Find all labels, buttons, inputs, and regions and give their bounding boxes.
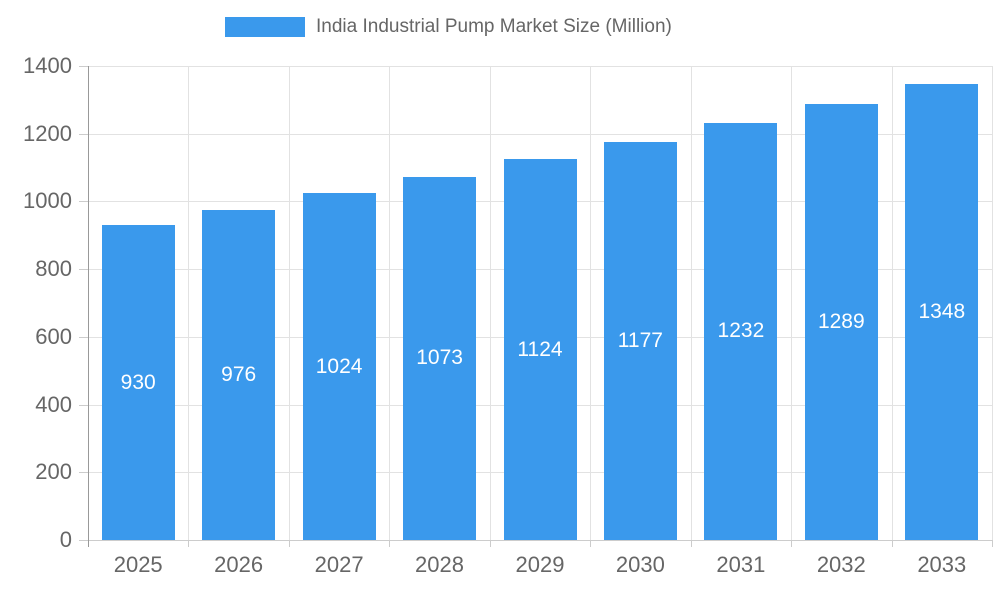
y-axis-tick — [79, 405, 88, 406]
x-axis-category-label: 2032 — [816, 552, 866, 577]
y-axis-tick — [79, 134, 88, 135]
bar-value-label: 930 — [120, 370, 156, 394]
x-axis-category-label: 2027 — [314, 552, 364, 577]
x-axis-category-label: 2026 — [214, 552, 264, 577]
gridline-v — [892, 66, 893, 540]
bar-value-label: 1232 — [717, 319, 765, 343]
gridline-v — [992, 66, 993, 540]
legend-label: India Industrial Pump Market Size (Milli… — [316, 16, 672, 37]
bar-2029[interactable] — [503, 159, 577, 540]
y-axis-tick-label: 400 — [35, 392, 72, 417]
bar-2031[interactable] — [704, 122, 778, 540]
y-axis-tick — [79, 540, 88, 541]
bar-value-label: 1348 — [918, 299, 966, 323]
bar-2027[interactable] — [302, 193, 376, 540]
gridline-h — [88, 66, 992, 67]
plot-area: 0 200 400 600 800 1000 1200 1400 930 976 1024 1073 1… — [23, 54, 993, 577]
x-axis-tick — [691, 540, 692, 547]
bar-value-label: 1124 — [517, 337, 563, 361]
bar-2028[interactable] — [403, 176, 477, 540]
y-axis-tick-label: 1200 — [23, 121, 72, 146]
x-axis-tick — [389, 540, 390, 547]
bar-2026[interactable] — [202, 209, 276, 540]
y-axis-tick — [79, 201, 88, 202]
bar-2030[interactable] — [603, 141, 677, 540]
x-axis-category-label: 2029 — [515, 552, 565, 577]
bar-value-label: 1177 — [617, 328, 663, 352]
x-axis-tick — [791, 540, 792, 547]
bar-2025[interactable] — [101, 225, 175, 540]
x-axis-category-label: 2025 — [113, 552, 163, 577]
gridline-h — [88, 134, 992, 135]
gridline-v — [490, 66, 491, 540]
bar-2033[interactable] — [905, 83, 979, 540]
gridline-v — [289, 66, 290, 540]
x-axis-category-label: 2031 — [716, 552, 766, 577]
x-axis-tick — [892, 540, 893, 547]
bar-value-label: 976 — [221, 362, 257, 386]
gridline-h — [88, 540, 992, 541]
gridline-v — [188, 66, 189, 540]
y-axis-tick-label: 1400 — [23, 53, 72, 78]
y-axis-tick-label: 600 — [35, 324, 72, 349]
x-axis-tick — [188, 540, 189, 547]
x-axis-category-label: 2033 — [917, 552, 967, 577]
y-axis-line — [88, 66, 89, 547]
x-axis-tick — [590, 540, 591, 547]
bar-value-label: 1073 — [416, 346, 463, 370]
y-axis-tick-label: 200 — [35, 459, 72, 484]
gridline-v — [389, 66, 390, 540]
gridline-v — [791, 66, 792, 540]
y-axis-tick — [79, 66, 88, 67]
x-axis-tick — [490, 540, 491, 547]
legend-swatch — [225, 17, 305, 37]
x-axis-tick — [992, 540, 993, 547]
bar-value-label: 1289 — [817, 309, 865, 333]
gridline-v — [691, 66, 692, 540]
y-axis-tick-label: 0 — [59, 527, 72, 552]
x-axis-tick — [289, 540, 290, 547]
y-axis-tick-label: 800 — [35, 256, 72, 281]
x-axis-category-label: 2030 — [615, 552, 665, 577]
bar-value-label: 1024 — [315, 354, 363, 378]
x-axis-category-label: 2028 — [415, 552, 464, 577]
bar-2032[interactable] — [804, 103, 878, 540]
y-axis-tick — [79, 472, 88, 473]
y-axis-tick — [79, 269, 88, 270]
y-axis-tick-label: 1000 — [23, 188, 72, 213]
gridline-v — [590, 66, 591, 540]
legend[interactable]: India Industrial Pump Market Size (Milli… — [225, 16, 672, 38]
y-axis-tick — [79, 337, 88, 338]
